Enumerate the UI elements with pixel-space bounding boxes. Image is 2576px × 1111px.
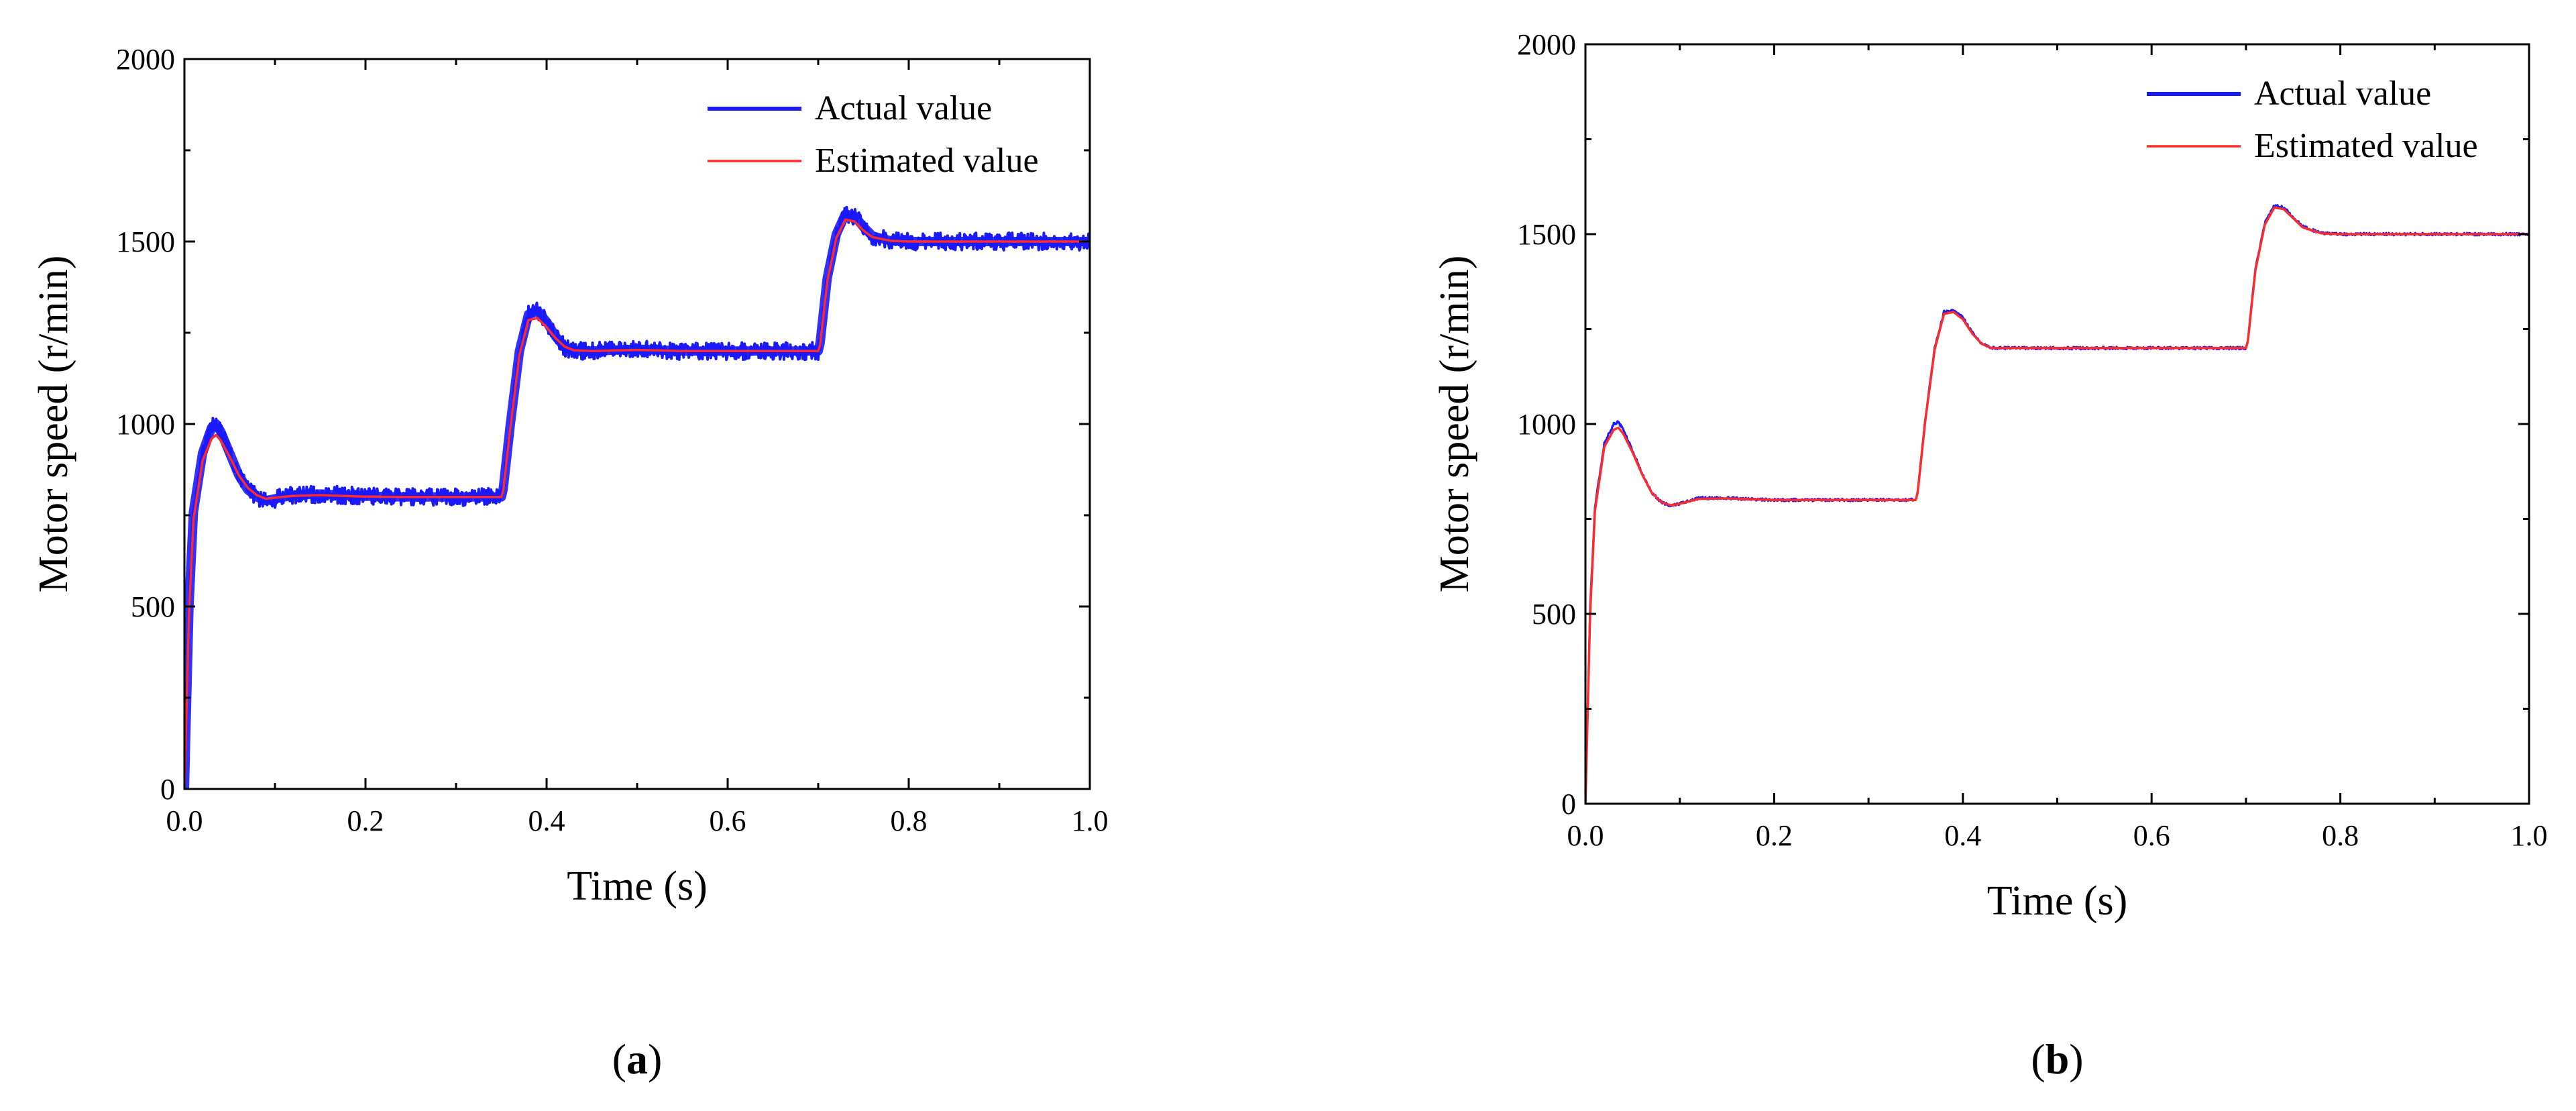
legend-label: Estimated value xyxy=(2254,127,2478,165)
x-tick-label: 0.0 xyxy=(1567,819,1604,852)
x-axis-title: Time (s) xyxy=(1987,878,2128,924)
y-tick-label: 1000 xyxy=(116,408,175,441)
y-tick-label: 500 xyxy=(131,590,175,623)
x-tick-label: 0.4 xyxy=(528,804,565,837)
panel-label: (a) xyxy=(612,1035,663,1083)
plot-area xyxy=(1585,204,2529,804)
series-line-estimated-value xyxy=(184,218,1090,789)
panel-a: 0.0 0.2 0.4 0.6 0.8 1.0 0 500 1000 1500 2000 Time (… xyxy=(31,43,1109,1083)
panel-b: 0.0 0.2 0.4 0.6 0.8 1.0 0 500 1000 1500 2000 Time (… xyxy=(1432,28,2548,1083)
x-tick-label: 0.8 xyxy=(891,804,928,837)
legend-label: Actual value xyxy=(815,89,992,127)
x-tick-label: 0.2 xyxy=(347,804,384,837)
legend-label: Actual value xyxy=(2254,74,2431,113)
y-tick-label: 1500 xyxy=(1517,218,1576,251)
y-axis-title: Motor speed (r/min) xyxy=(1432,256,1477,593)
y-tick-label: 0 xyxy=(160,773,175,806)
y-tick-label: 0 xyxy=(1561,788,1576,821)
x-tick-label: 0.4 xyxy=(1944,819,1981,852)
x-tick-label: 0.6 xyxy=(2133,819,2170,852)
panel-label: (b) xyxy=(2031,1035,2083,1083)
y-tick-label: 2000 xyxy=(1517,28,1576,61)
legend-label: Estimated value xyxy=(815,142,1039,180)
x-tick-label: 1.0 xyxy=(2511,819,2548,852)
y-tick-label: 1000 xyxy=(1517,408,1576,441)
y-tick-label: 500 xyxy=(1532,598,1576,631)
series-line-estimated-value xyxy=(1585,206,2529,804)
x-tick-label: 0.8 xyxy=(2322,819,2359,852)
x-tick-label: 0.6 xyxy=(710,804,746,837)
x-tick-label: 1.0 xyxy=(1072,804,1109,837)
x-tick-label: 0.2 xyxy=(1756,819,1793,852)
x-tick-label: 0.0 xyxy=(166,804,203,837)
y-tick-label: 2000 xyxy=(116,43,175,76)
series-line-actual-value xyxy=(1585,204,2529,804)
y-axis-title: Motor speed (r/min) xyxy=(31,256,76,593)
x-axis-title: Time (s) xyxy=(567,863,708,909)
plot-area xyxy=(184,205,1090,789)
y-tick-label: 1500 xyxy=(116,225,175,258)
